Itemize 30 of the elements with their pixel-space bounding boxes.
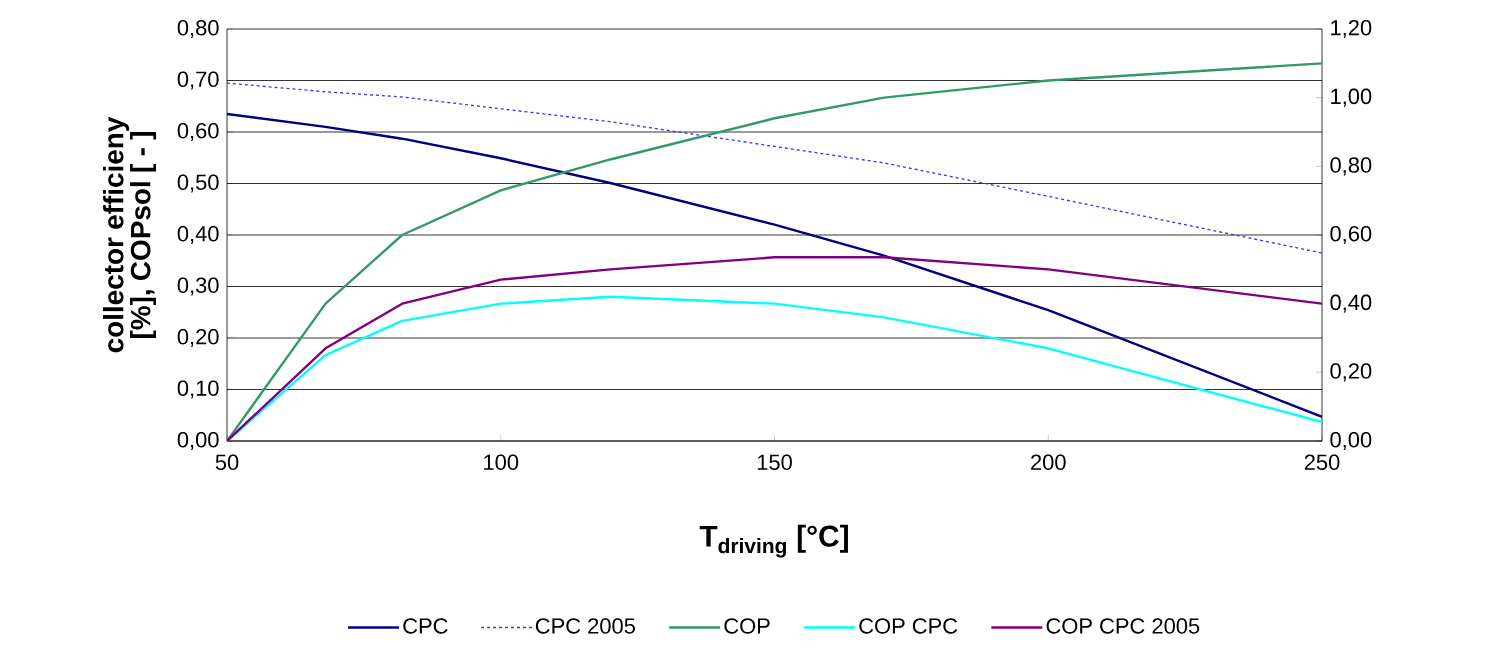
x-tick-label: 100 [484, 454, 519, 471]
legend-label: CPC 2005 [535, 618, 635, 634]
y-tick-label: 0,40 [177, 225, 219, 245]
y-tick-label: 0,50 [177, 174, 219, 193]
y-tick-label: 0,60 [177, 122, 219, 142]
y2-tick-label: 1,20 [1331, 19, 1372, 39]
y-tick-label: 0,70 [177, 71, 219, 90]
y-tick-label: 0,10 [177, 380, 219, 399]
y2-tick-label: 1,00 [1331, 88, 1372, 107]
x-axis-title: T$_{driving}$ [°C] [699, 524, 848, 558]
x-tick-label: 50 [215, 454, 239, 471]
legend-label: COP [724, 618, 770, 634]
legend-label: CPC [403, 618, 448, 634]
y2-tick-label: 0,60 [1330, 225, 1372, 245]
x-tick-label: 200 [1031, 454, 1066, 471]
legend-label: COP CPC 2005 [1046, 618, 1200, 634]
y-axis-title: collector efficieny [%], COPsol [ - ] [103, 116, 157, 353]
y-tick-label: 0,20 [177, 328, 219, 348]
y-tick-label: 0,80 [177, 19, 219, 39]
y2-tick-label: 0,40 [1330, 294, 1372, 313]
line-series [227, 82, 1322, 254]
y2-tick-label: 0,20 [1330, 363, 1372, 382]
x-tick-label: 250 [1304, 454, 1340, 471]
y2-tick-label: 0,00 [1330, 431, 1372, 451]
x-tick-label: 150 [757, 454, 792, 471]
line-series [227, 112, 1322, 418]
y-tick-label: 0,30 [177, 277, 219, 296]
legend-label: COP CPC [859, 618, 958, 634]
y2-tick-label: 0,80 [1330, 157, 1372, 176]
y-tick-label: 0,00 [177, 431, 219, 451]
